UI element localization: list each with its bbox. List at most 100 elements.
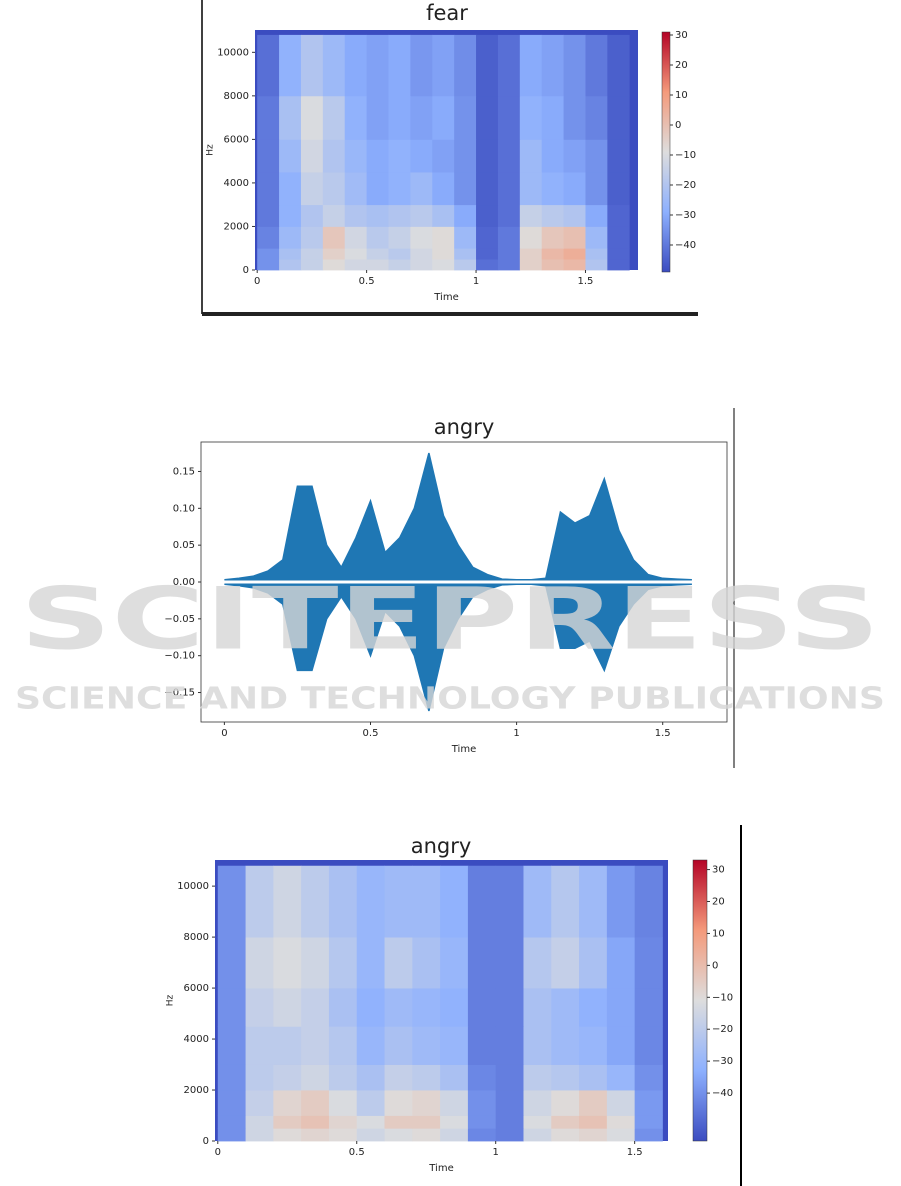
heat-cell [607, 172, 630, 206]
colorbar-tick-label: −10 [712, 992, 733, 1003]
heat-cell [495, 1115, 524, 1129]
heat-cell [454, 139, 477, 173]
x-tick-label: 1.5 [655, 728, 671, 739]
heat-cell [344, 248, 368, 260]
heat-cell [412, 865, 441, 938]
heat-cell [356, 1090, 385, 1116]
y-tick-label: 0 [203, 1136, 209, 1147]
heat-cell [217, 1064, 246, 1091]
heat-cell [366, 226, 389, 249]
heat-cell [384, 988, 413, 1027]
heat-cell [523, 865, 552, 938]
heat-cell [476, 95, 499, 140]
heat-cell [563, 172, 586, 206]
heat-cell [366, 204, 389, 227]
heat-cell [384, 1090, 413, 1116]
heat-cell [607, 226, 630, 249]
heat-cell [454, 172, 477, 206]
y-tick-label: 6000 [184, 983, 209, 994]
heat-cell [273, 937, 302, 989]
heat-cell [563, 204, 586, 227]
heat-cell [356, 865, 385, 938]
heat-cell [388, 95, 411, 140]
heat-cell [579, 1026, 608, 1065]
heat-cell [497, 226, 521, 249]
heat-cell [606, 1115, 636, 1129]
heat-cell [467, 937, 497, 989]
heat-cell [454, 248, 477, 260]
heat-cell [273, 1064, 302, 1091]
colorbar-tick-label: 30 [675, 30, 688, 41]
heat-cell [300, 226, 324, 249]
heat-cell [366, 95, 389, 140]
heat-cell [432, 172, 455, 206]
heat-cell [300, 95, 324, 140]
heat-cell [467, 1090, 497, 1116]
heat-cell [606, 1090, 636, 1116]
heat-cell [606, 865, 636, 938]
y-tick-label: 0 [243, 265, 249, 276]
heat-cell [410, 259, 433, 271]
heat-cell [607, 259, 630, 271]
heat-cell [523, 1115, 552, 1129]
heat-cell [273, 988, 302, 1027]
colorbar-tick-label: 10 [712, 928, 725, 939]
heat-cell [579, 1115, 608, 1129]
heat-cell [606, 1128, 636, 1142]
heat-cell [412, 1128, 441, 1142]
heat-cell [467, 865, 497, 938]
heat-cell [301, 1090, 330, 1116]
heat-cell [432, 204, 455, 227]
heat-cell [519, 204, 543, 227]
y-tick-label: 10000 [217, 47, 249, 58]
heat-cell [551, 988, 580, 1027]
y-tick-label: −0.05 [164, 614, 195, 625]
heat-cell [519, 139, 543, 173]
heat-cell [273, 1115, 302, 1129]
heat-cell [384, 937, 413, 989]
heat-cell [495, 988, 524, 1027]
heat-cell [541, 248, 564, 260]
heat-cell [579, 937, 608, 989]
x-axis-label: Time [433, 292, 458, 303]
y-tick-label: 0.05 [173, 540, 195, 551]
heat-cell [563, 259, 586, 271]
heat-cell [344, 95, 368, 140]
x-axis-label: Time [428, 1163, 453, 1174]
heat-cell [440, 988, 469, 1027]
heat-cell [273, 1026, 302, 1065]
heat-cell [541, 226, 564, 249]
heat-cell [523, 1090, 552, 1116]
x-tick-label: 1 [493, 1147, 499, 1158]
heat-cell [322, 259, 346, 271]
heat-cell [279, 248, 302, 260]
heat-cell [523, 988, 552, 1027]
heat-cell [634, 865, 663, 938]
y-tick-label: 0.15 [173, 466, 195, 477]
waveform-envelope [224, 583, 692, 712]
heat-cell [217, 1128, 246, 1142]
heat-cell [467, 1064, 497, 1091]
heat-cell [301, 1026, 330, 1065]
heat-cell [476, 259, 499, 271]
colorbar-tick-label: 30 [712, 865, 725, 876]
heat-cell [328, 988, 358, 1027]
heat-cell [563, 34, 586, 97]
heat-cell [410, 172, 433, 206]
heat-cell [322, 34, 346, 97]
heat-cell [388, 34, 411, 97]
heat-cell [497, 204, 521, 227]
heat-cell [279, 34, 302, 97]
heat-cell [384, 865, 413, 938]
heat-cell [579, 865, 608, 938]
heat-cell [585, 139, 608, 173]
heat-cell [541, 139, 564, 173]
colorbar-tick-label: −30 [675, 210, 696, 221]
heat-cell [541, 34, 564, 97]
heat-cell [245, 1128, 274, 1142]
heat-cell [432, 248, 455, 260]
heat-cell [551, 937, 580, 989]
heat-cell [344, 259, 368, 271]
heat-cell [551, 1026, 580, 1065]
